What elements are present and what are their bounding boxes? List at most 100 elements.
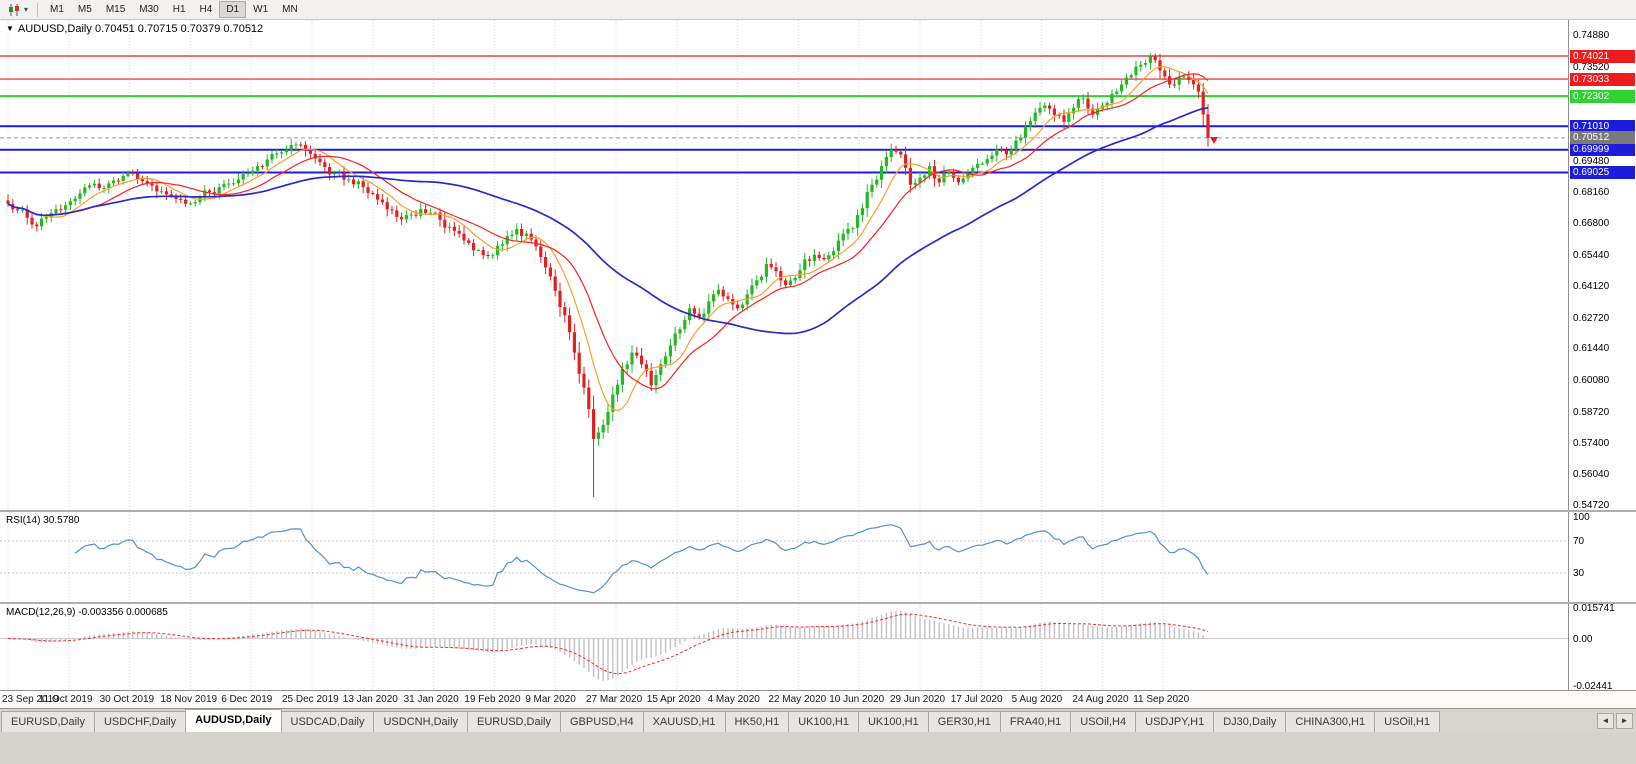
rsi-axis-label: 30 — [1573, 568, 1585, 579]
level-price-label: 0.72302 — [1570, 89, 1635, 103]
candles-layer — [6, 53, 1210, 498]
date-axis-label: 4 May 2020 — [707, 694, 760, 705]
date-axis-label: 13 Jan 2020 — [342, 694, 398, 705]
pane-separator[interactable] — [0, 602, 1636, 604]
date-axis-label: 30 Oct 2019 — [99, 694, 155, 705]
date-axis-label: 17 Jul 2020 — [950, 694, 1003, 705]
rsi-axis[interactable]: 100 70 30 — [1568, 512, 1636, 602]
price-axis-label: 0.62720 — [1573, 313, 1610, 325]
price-axis-label: 0.58720 — [1573, 406, 1610, 418]
date-axis-label: 9 Mar 2020 — [525, 694, 576, 705]
chart-tab-usdcnh-daily[interactable]: USDCNH,Daily — [373, 711, 469, 732]
chart-tab-usdcad-daily[interactable]: USDCAD,Daily — [280, 711, 375, 732]
caret-down-icon: ▾ — [24, 5, 29, 14]
date-axis-label: 11 Sep 2020 — [1133, 694, 1190, 705]
ma-fast-line — [7, 66, 1209, 412]
price-axis-label: 0.74880 — [1573, 30, 1610, 41]
level-price-label: 0.69999 — [1570, 143, 1635, 157]
rsi-axis-label: 100 — [1573, 512, 1590, 523]
rsi-axis-label: 70 — [1573, 536, 1585, 547]
date-axis-label: 22 May 2020 — [768, 694, 827, 705]
timeframe-button-mn[interactable]: MN — [282, 4, 298, 15]
chart-tab-xauusd-h1[interactable]: XAUUSD,H1 — [642, 711, 726, 732]
chart-tab-dj30-daily[interactable]: DJ30,Daily — [1213, 711, 1287, 732]
price-axis-label: 0.57400 — [1573, 437, 1610, 449]
macd-axis[interactable]: 0.015741 0.00 -0.02441 — [1568, 604, 1636, 690]
chart-tab-uk100-h1[interactable]: UK100,H1 — [788, 711, 859, 732]
macd-plot[interactable] — [0, 604, 1568, 690]
chart-tab-hk50-h1[interactable]: HK50,H1 — [724, 711, 790, 732]
chart-tab-gbpusd-h4[interactable]: GBPUSD,H4 — [560, 711, 644, 732]
main-chart-plot[interactable] — [0, 20, 1568, 510]
ma-slow-line — [7, 107, 1209, 335]
level-price-label: 0.69025 — [1570, 166, 1635, 179]
rsi-pane: 100 70 30 RSI(14) 30.5780 — [0, 512, 1636, 602]
timeframe-button-w1[interactable]: W1 — [253, 4, 269, 15]
price-axis-label: 0.69480 — [1573, 155, 1610, 167]
price-axis[interactable]: 0.74880 0.73520 0.69480 0.68160 0.66800 0.654… — [1568, 20, 1636, 510]
chart-tab-eurusd-daily[interactable]: EURUSD,Daily — [1, 711, 95, 732]
chart-tab-eurusd-daily[interactable]: EURUSD,Daily — [467, 711, 561, 732]
chart-tab-bar: EURUSD,Daily USDCHF,Daily AUDUSD,Daily USDC… — [0, 708, 1636, 732]
chart-type-button[interactable]: ▾ — [4, 3, 32, 17]
chart-tab-audusd-daily[interactable]: AUDUSD,Daily — [185, 709, 282, 732]
price-axis-label: 0.73520 — [1573, 61, 1610, 73]
chart-tab-usdchf-daily[interactable]: USDCHF,Daily — [93, 711, 187, 732]
price-axis-label: 0.54720 — [1573, 500, 1610, 510]
date-axis-label: 18 Nov 2019 — [160, 694, 218, 705]
price-axis-label: 0.64120 — [1573, 280, 1610, 292]
tab-scroll-buttons: ◄ ► — [1597, 713, 1633, 729]
timeframe-button-m1[interactable]: M1 — [50, 4, 64, 15]
window-filler — [0, 732, 1636, 764]
date-axis-label: 25 Dec 2019 — [282, 694, 339, 705]
top-toolbar: ▾ M1 M5 M15 M30 H1 H4 D1 W1 MN — [0, 0, 1636, 20]
level-price-label: 0.73033 — [1570, 72, 1635, 86]
chart-tab-usoil-h1[interactable]: USOil,H1 — [1374, 711, 1440, 732]
pane-separator[interactable] — [0, 510, 1636, 512]
date-axis-label: 29 Jun 2020 — [890, 694, 946, 705]
chart-tab-ger30-h1[interactable]: GER30,H1 — [927, 711, 1001, 732]
rsi-plot[interactable] — [0, 512, 1568, 602]
price-axis-label: 0.61440 — [1573, 343, 1610, 355]
chart-tab-usdjpy-h1[interactable]: USDJPY,H1 — [1135, 711, 1215, 732]
date-axis-label: 6 Dec 2019 — [221, 694, 273, 705]
level-price-label: 0.74021 — [1570, 49, 1635, 63]
date-axis-label: 19 Feb 2020 — [464, 694, 521, 705]
date-axis-label: 27 Mar 2020 — [586, 694, 643, 705]
date-axis-label: 23 Sep 2019 — [2, 694, 59, 705]
date-axis-label: 5 Aug 2020 — [1011, 694, 1063, 705]
horizontal-level-lines[interactable] — [0, 55, 1568, 174]
main-chart-pane: 0.74880 0.73520 0.69480 0.68160 0.66800 0.654… — [0, 20, 1636, 510]
timeframe-button-h1[interactable]: H1 — [172, 4, 186, 15]
macd-signal-line — [7, 613, 1209, 675]
date-axis[interactable]: 23 Sep 2019 11 Oct 2019 30 Oct 2019 18 Nov … — [0, 690, 1636, 708]
date-axis-label: 10 Jun 2020 — [829, 694, 885, 705]
timeframe-button-m5[interactable]: M5 — [77, 4, 92, 15]
price-axis-label: 0.68160 — [1573, 186, 1610, 198]
macd-pane: 0.015741 0.00 -0.02441 MACD(12,26,9) -0.00… — [0, 604, 1636, 690]
tab-scroll-left-button[interactable]: ◄ — [1597, 713, 1614, 729]
date-axis-label: 24 Aug 2020 — [1072, 694, 1129, 705]
ma-mid-line — [7, 73, 1209, 390]
timeframe-button-m15[interactable]: M15 — [105, 4, 126, 15]
macd-histogram — [12, 610, 1209, 681]
price-axis-label: 0.66800 — [1573, 218, 1610, 230]
tab-scroll-right-button[interactable]: ► — [1616, 713, 1633, 729]
timeframe-button-m30[interactable]: M30 — [139, 4, 159, 15]
macd-axis-label: 0.00 — [1573, 633, 1593, 645]
chart-tab-china300-h1[interactable]: CHINA300,H1 — [1285, 711, 1376, 732]
chart-tab-fra40-h1[interactable]: FRA40,H1 — [999, 711, 1072, 732]
timeframe-button-h4[interactable]: H4 — [199, 4, 213, 15]
price-axis-label: 0.60080 — [1573, 375, 1610, 387]
timeframe-buttons: M1 M5 M15 M30 H1 H4 D1 W1 MN — [43, 1, 305, 18]
chart-tab-usoil-h4[interactable]: USOil,H4 — [1070, 711, 1137, 732]
date-axis-label: 15 Apr 2020 — [646, 694, 701, 705]
timeframe-button-d1[interactable]: D1 — [219, 1, 247, 18]
date-axis-label: 11 Oct 2019 — [38, 694, 93, 705]
chart-tab-uk100-h1[interactable]: UK100,H1 — [857, 711, 929, 732]
toolbar-separator — [37, 2, 39, 17]
price-axis-label: 0.65440 — [1573, 250, 1610, 262]
grid-lines — [0, 604, 1568, 690]
sell-arrow-icon — [1210, 136, 1218, 144]
grid-lines — [0, 512, 1568, 602]
